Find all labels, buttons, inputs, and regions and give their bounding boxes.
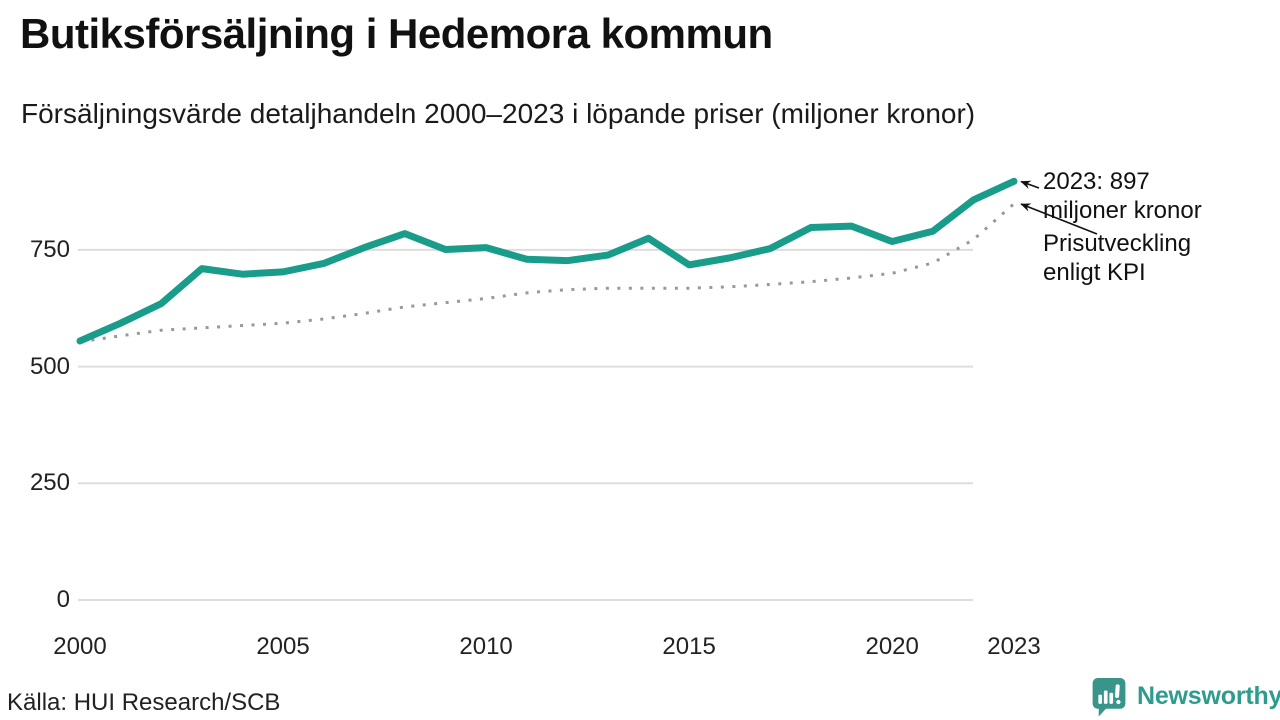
x-tick-label-2010: 2010	[459, 633, 513, 660]
chart-title: Butiksförsäljning i Hedemora kommun	[20, 10, 773, 57]
arrow-to-kpi-line	[1020, 203, 1098, 235]
annotation-arrows	[1020, 180, 1098, 235]
x-tick-label-2000: 2000	[53, 633, 107, 660]
bar-chart-speech-bubble-icon	[1092, 678, 1126, 717]
x-tick-label-2020: 2020	[865, 633, 919, 660]
data-series	[76, 177, 1018, 345]
annotation-kpi-line1: Prisutveckling	[1043, 230, 1192, 257]
y-tick-label-750: 750	[29, 235, 70, 263]
gridlines	[78, 248, 973, 601]
source-note: Källa: HUI Research/SCB	[7, 689, 281, 716]
y-tick-label-0: 0	[56, 586, 70, 613]
sales-line	[76, 177, 1018, 345]
annotation-latest-line1: 2023: 897	[1043, 168, 1150, 195]
newsworthy-wordmark: Newsworthy	[1137, 682, 1280, 710]
x-tick-label-2023: 2023	[987, 633, 1041, 660]
arrow-to-sales-line	[1020, 180, 1040, 189]
annotation-kpi-line2: enligt KPI	[1043, 259, 1146, 286]
newsworthy-logo[interactable]: Newsworthy	[1090, 676, 1280, 717]
chart-subtitle: Försäljningsvärde detaljhandeln 2000–202…	[21, 98, 976, 129]
x-tick-label-2005: 2005	[256, 633, 310, 660]
y-tick-label-500: 500	[29, 352, 70, 380]
annotation-latest-line2: miljoner kronor	[1043, 197, 1202, 224]
x-tick-label-2015: 2015	[662, 633, 716, 660]
annotation-kpi: Prisutveckling enligt KPI	[1043, 229, 1191, 287]
y-tick-label-250: 250	[29, 469, 70, 497]
annotation-latest-value: 2023: 897 miljoner kronor	[1043, 167, 1202, 225]
